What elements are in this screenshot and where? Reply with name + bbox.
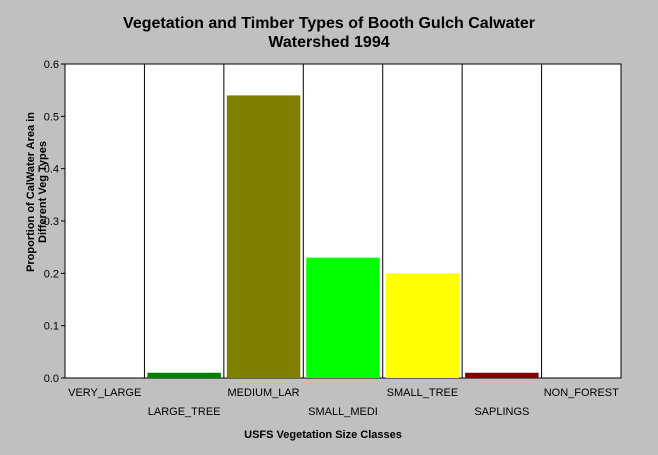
chart-title: Vegetation and Timber Types of Booth Gul… <box>0 14 658 52</box>
y-tick-label: 0.6 <box>44 59 59 71</box>
x-category-label: SAPLINGS <box>474 406 529 418</box>
chart-title-line-2: Watershed 1994 <box>268 34 390 51</box>
y-axis-ticks: 0.0 0.1 0.2 0.3 0.4 0.5 0.6 <box>44 59 65 385</box>
x-category-label: LARGE_TREE <box>148 406 221 418</box>
bars <box>147 95 539 379</box>
y-tick-label: 0.2 <box>44 268 59 280</box>
y-tick-label: 0.3 <box>44 216 59 228</box>
bar-medium-lar <box>226 95 301 379</box>
grid-lines <box>143 64 543 378</box>
y-tick-label: 0.0 <box>44 373 59 385</box>
y-axis-title-line-2: Different Veg Types <box>37 141 49 243</box>
chart-title-line-1: Vegetation and Timber Types of Booth Gul… <box>123 15 535 32</box>
bar-small-tree <box>385 273 460 378</box>
x-category-label: SMALL_TREE <box>387 387 459 399</box>
y-axis-title: Proportion of CalWater Area in Different… <box>25 112 49 272</box>
bar-saplings <box>465 372 539 378</box>
x-category-label: SMALL_MEDI <box>308 406 378 418</box>
x-category-label: NON_FOREST <box>544 387 619 399</box>
bar-large-tree <box>147 372 221 378</box>
x-category-label: MEDIUM_LAR <box>228 387 300 399</box>
bar-small-medi <box>306 257 380 378</box>
y-tick-label: 0.1 <box>44 321 59 333</box>
x-axis-title: USFS Vegetation Size Classes <box>244 429 402 441</box>
y-tick-label: 0.5 <box>44 111 59 123</box>
y-axis-title-line-1: Proportion of CalWater Area in <box>25 112 37 272</box>
x-category-label: VERY_LARGE <box>68 387 141 399</box>
x-axis-labels: VERY_LARGE LARGE_TREE MEDIUM_LAR SMALL_MEDI… <box>68 387 619 418</box>
y-tick-label: 0.4 <box>44 164 59 176</box>
